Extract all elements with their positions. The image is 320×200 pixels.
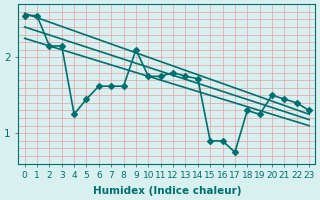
X-axis label: Humidex (Indice chaleur): Humidex (Indice chaleur) <box>92 186 241 196</box>
